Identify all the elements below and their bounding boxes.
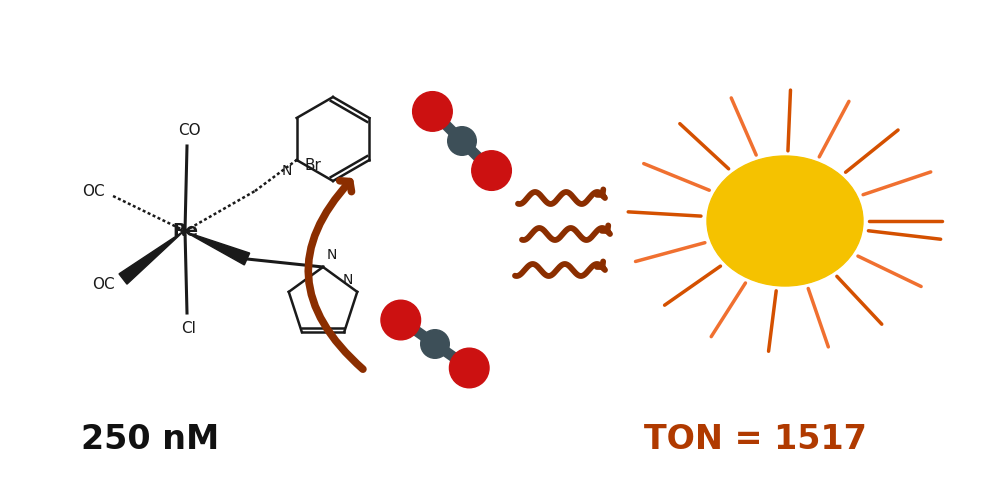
- FancyArrowPatch shape: [597, 190, 604, 196]
- Polygon shape: [119, 230, 185, 284]
- Text: TON = 1517: TON = 1517: [644, 423, 866, 456]
- Circle shape: [472, 151, 511, 191]
- Circle shape: [447, 127, 476, 156]
- Circle shape: [381, 300, 421, 340]
- Text: OC: OC: [92, 277, 115, 292]
- Text: N: N: [343, 273, 353, 287]
- FancyArrowPatch shape: [597, 261, 604, 269]
- Text: 250 nM: 250 nM: [81, 423, 219, 456]
- Polygon shape: [185, 232, 250, 265]
- Text: Cl: Cl: [182, 321, 196, 336]
- Circle shape: [421, 330, 449, 358]
- Text: Br: Br: [305, 158, 321, 173]
- Text: OC: OC: [82, 184, 105, 198]
- Text: N: N: [327, 248, 337, 262]
- Circle shape: [449, 348, 489, 388]
- Ellipse shape: [707, 156, 863, 286]
- Text: N: N: [282, 164, 292, 178]
- FancyArrowPatch shape: [602, 226, 609, 232]
- Circle shape: [413, 92, 452, 131]
- FancyArrowPatch shape: [309, 181, 363, 369]
- Text: Re: Re: [172, 222, 198, 240]
- Text: CO: CO: [178, 123, 200, 138]
